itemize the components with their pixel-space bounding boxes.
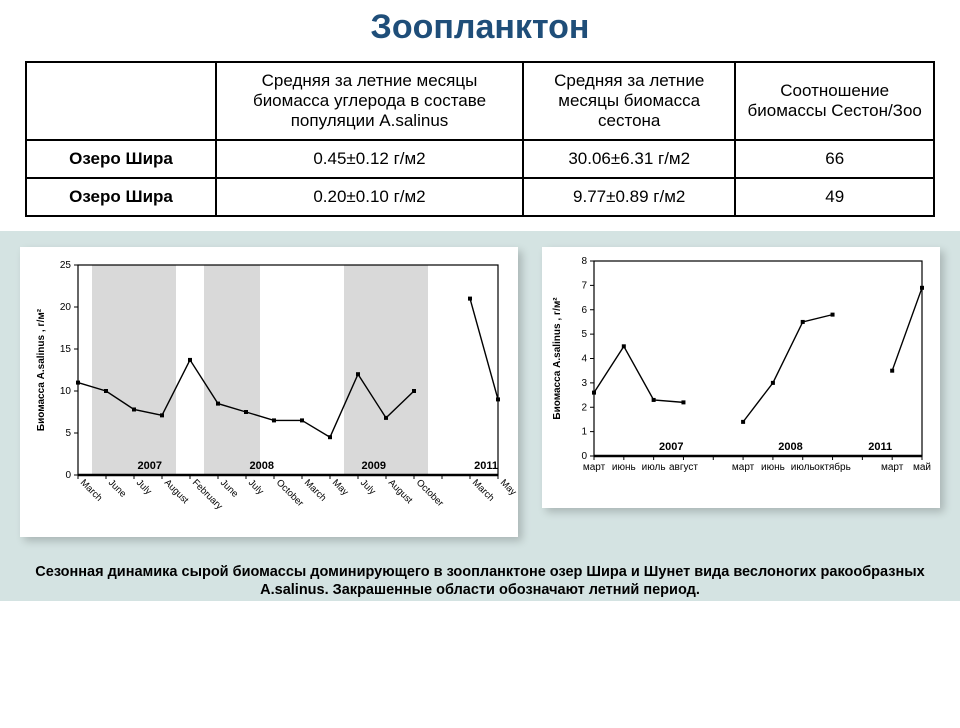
svg-text:2: 2 — [581, 402, 587, 413]
row-name: Озеро Шира — [26, 140, 216, 178]
svg-text:July: July — [358, 477, 378, 497]
row-name: Озеро Шира — [26, 178, 216, 216]
svg-text:March: March — [302, 477, 328, 503]
table-row: Озеро Шира 0.45±0.12 г/м2 30.06±6.31 г/м… — [26, 140, 934, 178]
svg-text:0: 0 — [65, 470, 71, 481]
svg-text:6: 6 — [581, 305, 587, 316]
biomass-table: Средняя за летние месяцы биомасса углеро… — [25, 61, 935, 217]
svg-text:10: 10 — [60, 386, 72, 397]
svg-text:июнь: июнь — [612, 462, 636, 473]
svg-text:May: May — [330, 477, 351, 498]
svg-text:March: March — [78, 477, 104, 503]
svg-text:June: June — [106, 477, 128, 499]
svg-text:1: 1 — [581, 427, 587, 438]
cell: 0.45±0.12 г/м2 — [216, 140, 523, 178]
svg-text:October: October — [274, 477, 306, 509]
th-seston: Средняя за летние месяцы биомасса сестон… — [523, 62, 735, 140]
svg-text:2007: 2007 — [138, 460, 162, 472]
svg-text:июль: июль — [791, 462, 815, 473]
svg-text:июнь: июнь — [761, 462, 785, 473]
cell: 30.06±6.31 г/м2 — [523, 140, 735, 178]
svg-text:март: март — [732, 462, 755, 473]
svg-text:March: March — [470, 477, 496, 503]
svg-text:5: 5 — [65, 428, 71, 439]
cell: 66 — [735, 140, 934, 178]
svg-text:май: май — [913, 462, 931, 473]
table-row: Озеро Шира 0.20±0.10 г/м2 9.77±0.89 г/м2… — [26, 178, 934, 216]
th-ratio: Соотношение биомассы Сестон/Зоо — [735, 62, 934, 140]
svg-text:октябрь: октябрь — [814, 461, 851, 473]
svg-text:2008: 2008 — [250, 460, 274, 472]
chart-caption: Сезонная динамика сырой биомассы доминир… — [0, 563, 960, 599]
svg-text:July: July — [246, 477, 266, 497]
svg-text:Биомасса A.salinus , г/м²: Биомасса A.salinus , г/м² — [36, 308, 47, 431]
svg-text:August: August — [386, 477, 415, 506]
svg-text:May: May — [498, 477, 518, 498]
cell: 0.20±0.10 г/м2 — [216, 178, 523, 216]
svg-text:July: July — [134, 477, 154, 497]
svg-text:3: 3 — [581, 378, 587, 389]
svg-text:20: 20 — [60, 302, 72, 313]
cell: 49 — [735, 178, 934, 216]
svg-text:15: 15 — [60, 344, 72, 355]
svg-text:7: 7 — [581, 280, 587, 291]
chart-right: 012345678Биомасса A.salinus , г/м²мартию… — [542, 247, 940, 508]
svg-text:4: 4 — [581, 354, 587, 365]
cell: 9.77±0.89 г/м2 — [523, 178, 735, 216]
svg-text:2007: 2007 — [659, 441, 683, 453]
svg-text:2009: 2009 — [362, 460, 386, 472]
svg-text:8: 8 — [581, 256, 587, 267]
svg-text:март: март — [881, 462, 904, 473]
table-header-row: Средняя за летние месяцы биомасса углеро… — [26, 62, 934, 140]
svg-text:август: август — [669, 462, 698, 473]
svg-text:5: 5 — [581, 329, 587, 340]
svg-text:0: 0 — [581, 451, 587, 462]
svg-text:Биомасса A.salinus , г/м²: Биомасса A.salinus , г/м² — [552, 297, 563, 420]
chart-band: 0510152025Биомасса A.salinus , г/м²March… — [0, 231, 960, 601]
svg-text:июль: июль — [642, 462, 666, 473]
svg-text:October: October — [414, 477, 446, 509]
th-blank — [26, 62, 216, 140]
chart-left: 0 5 10 15 20 25 Биомасса A.salinus , г/м² March… — [20, 247, 518, 537]
svg-text:2011: 2011 — [868, 441, 892, 453]
svg-text:June: June — [218, 477, 240, 499]
svg-text:August: August — [162, 477, 191, 506]
svg-text:25: 25 — [60, 260, 72, 271]
svg-text:2008: 2008 — [778, 441, 802, 453]
svg-text:2011: 2011 — [474, 460, 498, 472]
svg-text:март: март — [583, 462, 606, 473]
page-title: Зоопланктон — [0, 8, 960, 47]
th-carbon: Средняя за летние месяцы биомасса углеро… — [216, 62, 523, 140]
